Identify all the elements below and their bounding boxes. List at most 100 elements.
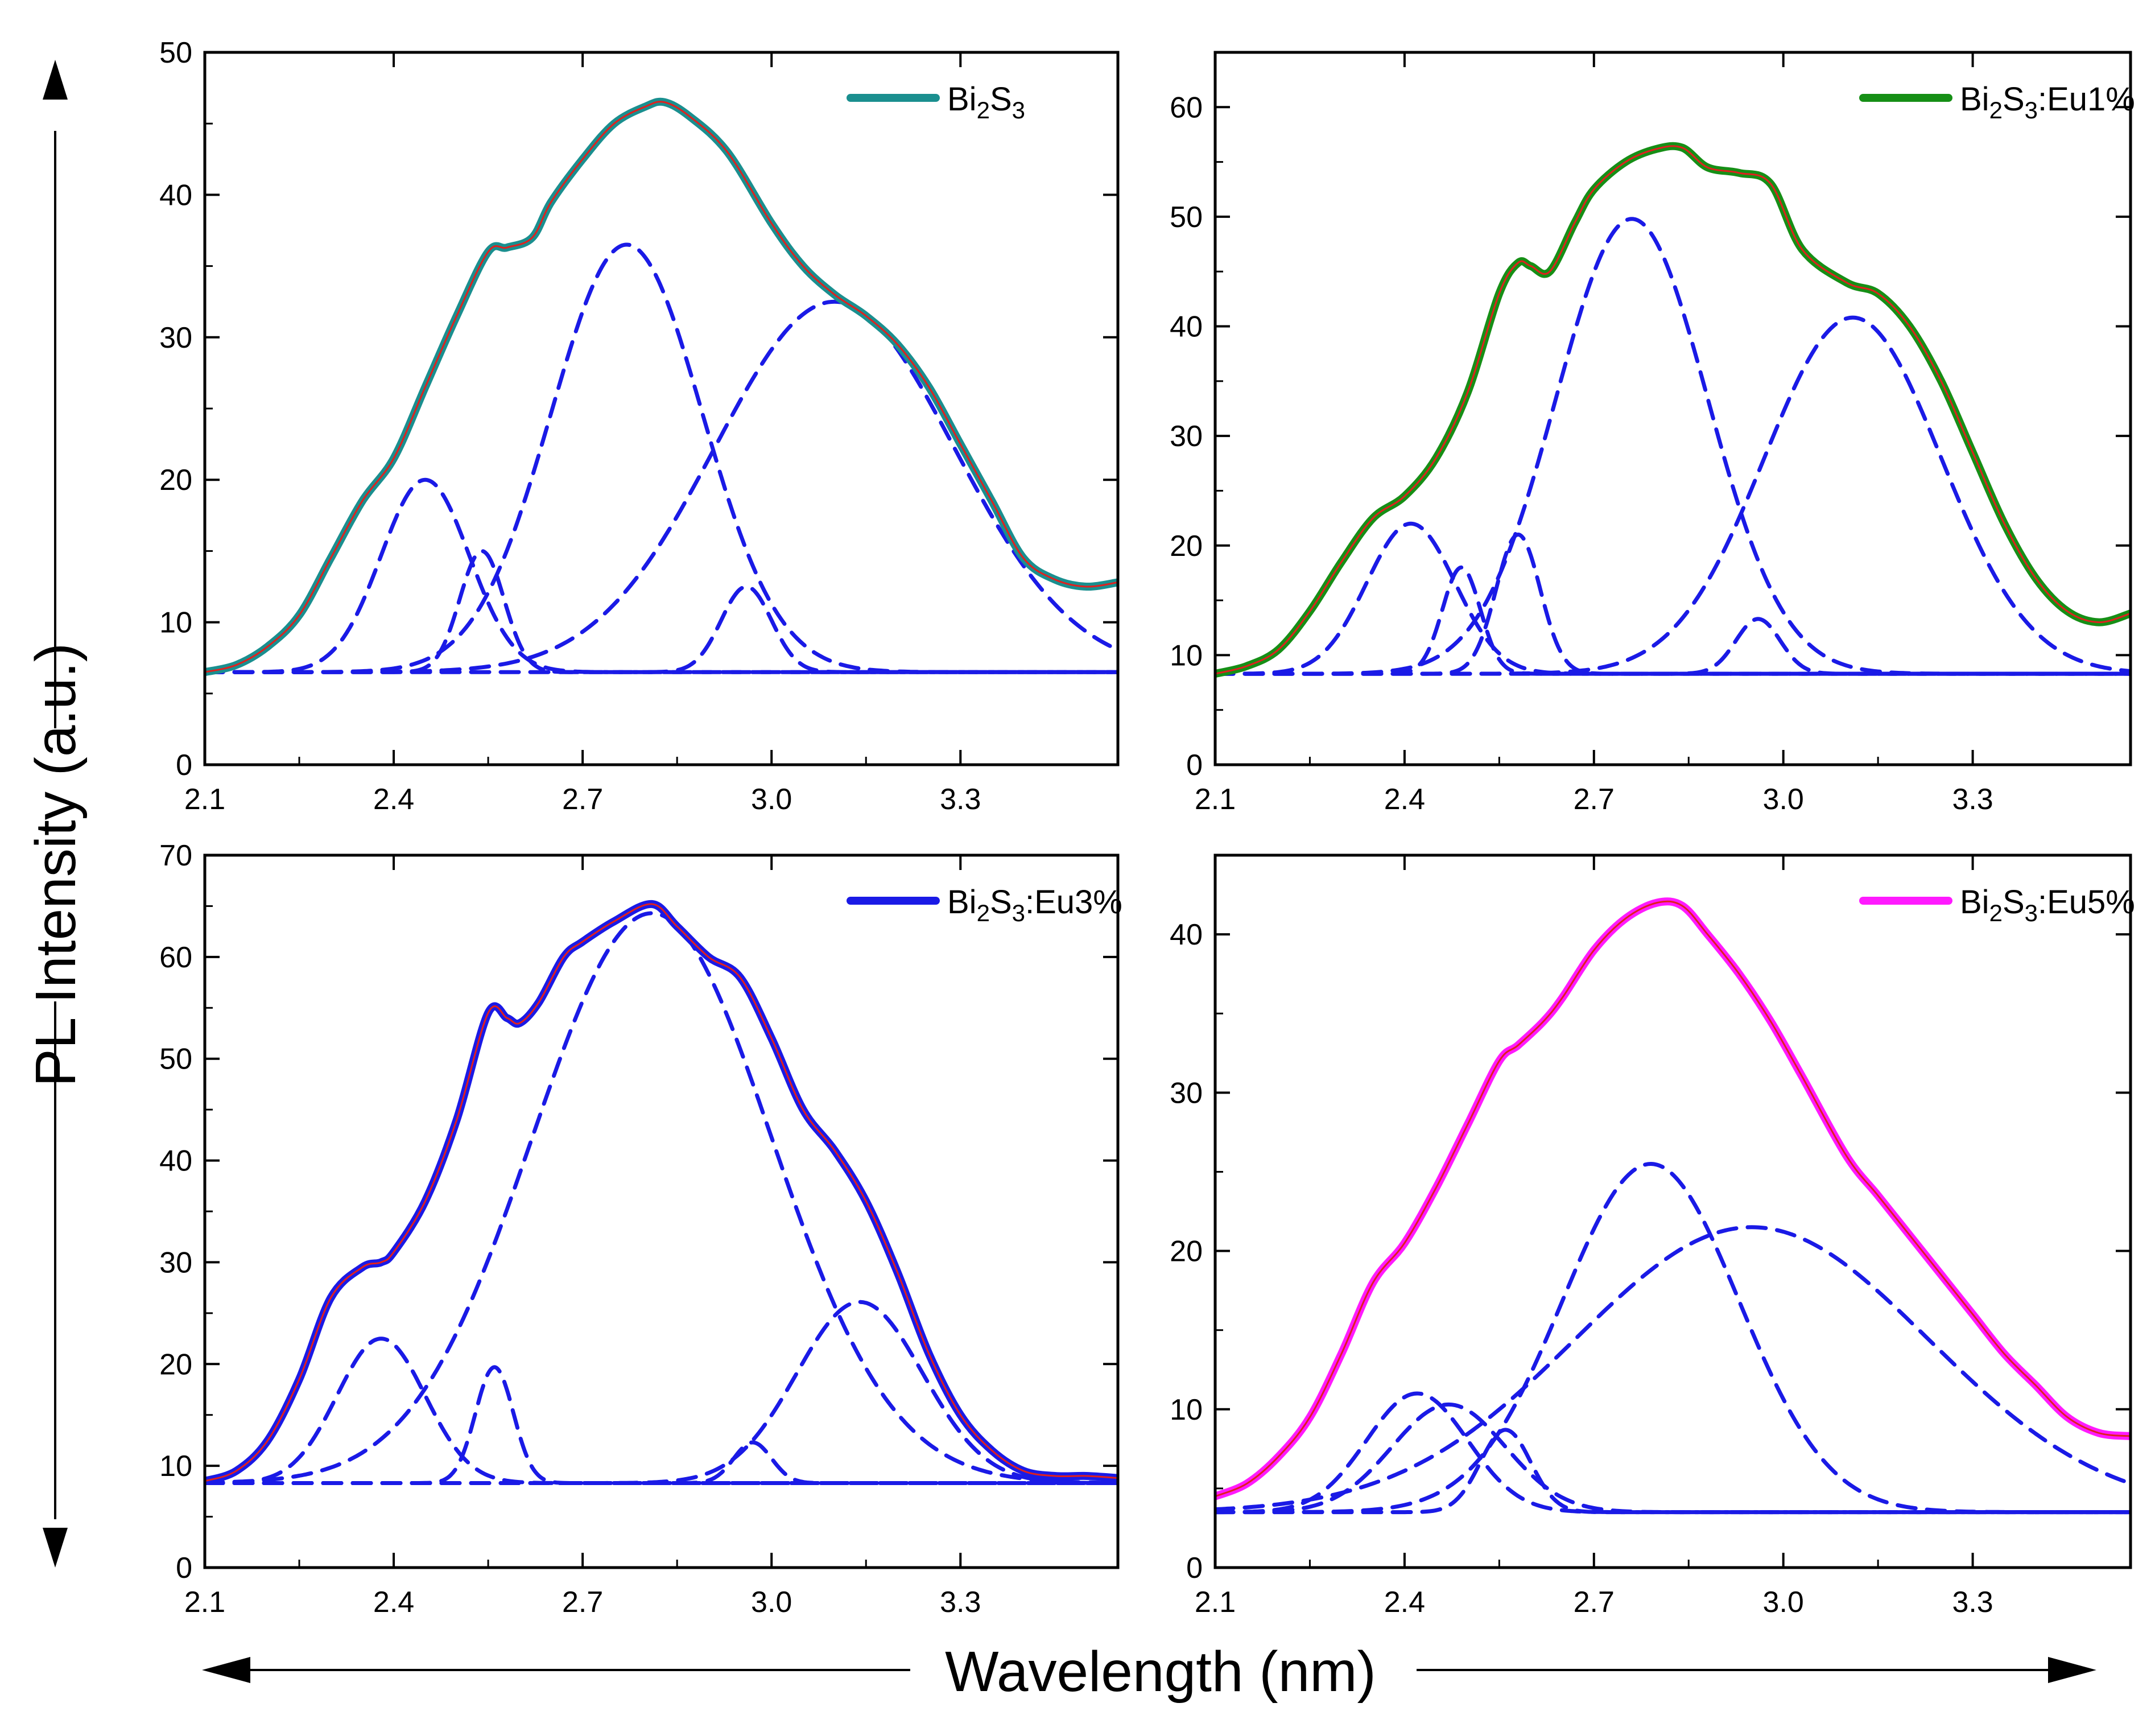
fit-component-3: [1215, 1428, 2131, 1515]
x-tick-label: 2.1: [1195, 783, 1236, 816]
y-tick-label: 0: [176, 749, 192, 782]
fit-component-6: [1215, 315, 2131, 676]
cumulative-fit-line: [205, 903, 1118, 1482]
x-tick-label: 3.0: [751, 1586, 792, 1619]
plot-frame: [203, 853, 1120, 1569]
legend-text-part: :Eu3%: [1025, 884, 1122, 921]
y-tick-label: 70: [159, 839, 192, 872]
fit-component-1: [205, 1337, 1118, 1485]
fit-component-1: [205, 477, 1118, 674]
x-tick-label: 3.0: [751, 783, 792, 816]
y-tick-label: 10: [159, 1450, 192, 1483]
y-tick-label: 40: [159, 1145, 192, 1178]
y-axis-up-arrow-icon: [43, 60, 68, 100]
legend-label: Bi2S3:Eu5%: [1960, 884, 2135, 926]
y-tick-label: 30: [1170, 420, 1203, 453]
y-tick-label: 0: [1186, 749, 1203, 782]
legend-text-part: S: [990, 81, 1012, 118]
y-tick-label: 30: [159, 1246, 192, 1279]
fit-component-4: [205, 1440, 1118, 1485]
fit-component-4: [1215, 217, 2131, 676]
x-axis-title-group: Wavelength (nm): [202, 1640, 2096, 1704]
x-tick-label: 3.3: [1952, 783, 1993, 816]
x-tick-label: 2.1: [184, 783, 225, 816]
legend-subscript: 3: [1012, 900, 1025, 926]
y-tick-label: 10: [159, 607, 192, 640]
y-tick-label: 50: [1170, 201, 1203, 234]
x-tick-label: 2.7: [1574, 783, 1615, 816]
legend-subscript: 2: [1989, 900, 2003, 926]
y-tick-label: 60: [1170, 91, 1203, 124]
y-tick-label: 40: [1170, 918, 1203, 951]
x-tick-label: 2.4: [1384, 1586, 1425, 1619]
x-tick-label: 2.4: [1384, 783, 1425, 816]
fit-component-5: [205, 299, 1118, 674]
legend-subscript: 2: [1989, 97, 2003, 123]
x-tick-label: 3.0: [1763, 783, 1804, 816]
y-tick-label: 20: [1170, 530, 1203, 563]
legend-text-part: :Eu1%: [2038, 81, 2135, 118]
y-tick-label: 40: [1170, 311, 1203, 344]
legend-text-part: Bi: [947, 81, 977, 118]
cumulative-fit-line: [205, 101, 1118, 673]
legend-subscript: 3: [2025, 900, 2038, 926]
y-tick-label: 0: [1186, 1552, 1203, 1585]
chart-panel-top-left: 2.1 2.4 2.7 3.0 3.3 0 10 20 30 40 50 Bi2S3: [159, 36, 1120, 816]
legend-subscript: 3: [2025, 97, 2038, 123]
legend-label: Bi2S3:Eu1%: [1960, 81, 2135, 123]
y-tick-label: 20: [159, 464, 192, 497]
y-axis-down-arrow-icon: [43, 1528, 68, 1568]
y-tick-label: 10: [1170, 639, 1203, 672]
spectrum-line: [205, 97, 1118, 677]
y-tick-label: 50: [159, 36, 192, 69]
spectrum-line: [1215, 142, 2131, 678]
spectrum-line: [205, 900, 1118, 1485]
legend-text-part: S: [2003, 81, 2025, 118]
x-tick-label: 2.1: [184, 1586, 225, 1619]
legend-text-part: Bi: [1960, 884, 1989, 921]
fit-component-5: [1215, 1225, 2131, 1512]
x-tick-label: 2.7: [562, 783, 603, 816]
x-tick-label: 2.4: [373, 783, 414, 816]
y-tick-label: 40: [159, 179, 192, 212]
plot-area: [1215, 142, 2131, 678]
y-tick-label: 20: [1170, 1235, 1203, 1268]
y-tick-label: 0: [176, 1552, 192, 1585]
plot-area: [205, 900, 1118, 1485]
y-tick-label: 30: [159, 321, 192, 354]
plot-frame: [1213, 51, 2132, 766]
x-tick-label: 3.3: [940, 1586, 981, 1619]
legend-text-part: Bi: [1960, 81, 1989, 118]
x-tick-label: 2.7: [562, 1586, 603, 1619]
spectrum-line: [1215, 897, 2131, 1500]
chart-panel-bottom-left: 2.1 2.4 2.7 3.0 3.3 0 10 20 30 40 50 60 70 Bi2S3:Eu3%: [159, 839, 1122, 1619]
fit-component-3: [205, 911, 1118, 1485]
legend-text-part: :Eu5%: [2038, 884, 2135, 921]
x-tick-label: 3.3: [1952, 1586, 1993, 1619]
x-tick-label: 3.3: [940, 783, 981, 816]
fit-component-3: [1215, 532, 2131, 676]
x-tick-label: 2.7: [1574, 1586, 1615, 1619]
chart-panel-bottom-right: 2.1 2.4 2.7 3.0 3.3 0 10 20 30 40 Bi2S3:Eu5%: [1170, 853, 2135, 1619]
y-tick-label: 20: [159, 1348, 192, 1381]
fit-component-2: [205, 549, 1118, 674]
plot-area: [1215, 897, 2131, 1515]
plot-frame: [1213, 853, 2132, 1569]
fit-component-1: [1215, 1391, 2131, 1515]
cumulative-fit-line: [1215, 145, 2131, 675]
x-axis-left-arrow-icon: [202, 1657, 250, 1683]
x-tick-label: 2.4: [373, 1586, 414, 1619]
legend-text-part: Bi: [947, 884, 977, 921]
x-tick-label: 3.0: [1763, 1586, 1804, 1619]
fit-component-3: [205, 242, 1118, 674]
legend-label: Bi2S3: [947, 81, 1025, 123]
x-tick-label: 2.1: [1195, 1586, 1236, 1619]
y-tick-label: 50: [159, 1043, 192, 1076]
legend-subscript: 2: [977, 900, 990, 926]
y-tick-label: 10: [1170, 1393, 1203, 1426]
plot-frame: [203, 51, 1120, 766]
x-axis-title: Wavelength (nm): [945, 1640, 1376, 1704]
y-axis-title-group: PL Intensity (a.u.): [24, 60, 88, 1568]
